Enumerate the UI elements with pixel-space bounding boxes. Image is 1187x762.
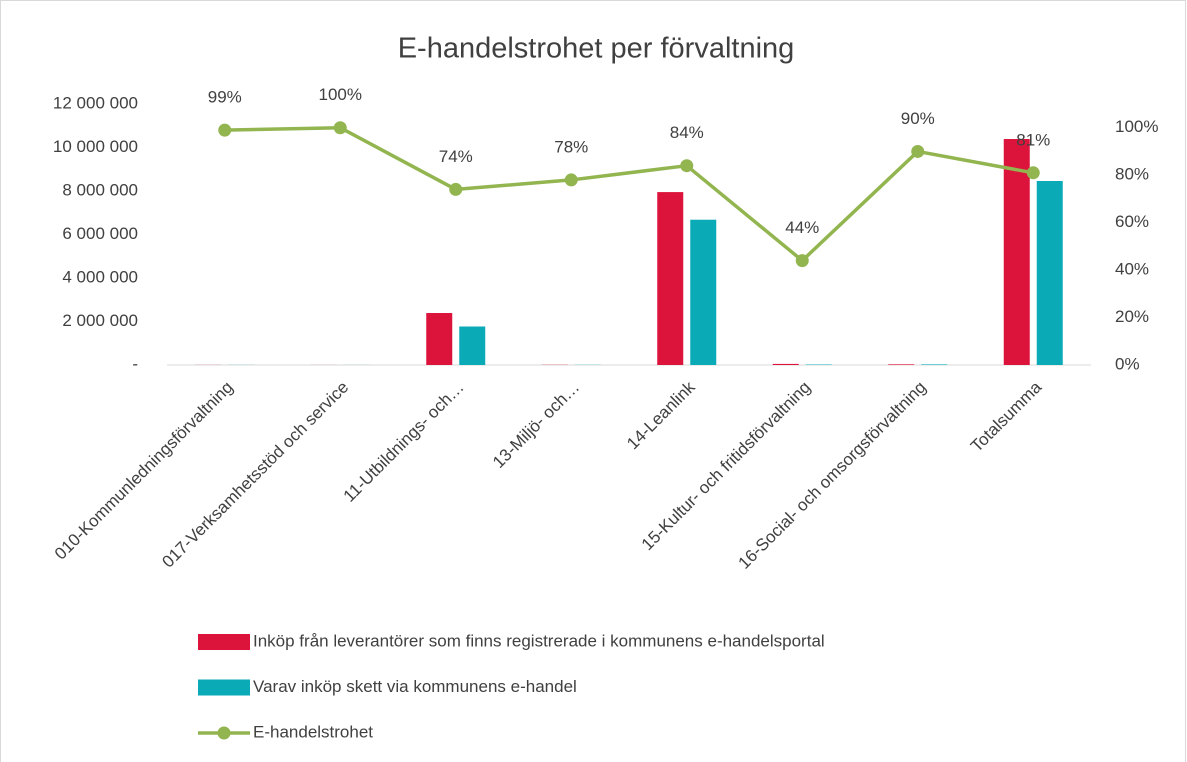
- y-tick-label: -: [132, 354, 138, 373]
- data-label: 74%: [439, 147, 473, 166]
- bar: [426, 313, 453, 365]
- legend-swatch: [198, 679, 250, 696]
- line-series: [224, 125, 1034, 263]
- data-label: 44%: [785, 218, 819, 237]
- bar: [1036, 180, 1063, 365]
- y2-tick-label: 100%: [1115, 117, 1158, 136]
- legend-label: E-handelstrohet: [253, 722, 373, 741]
- bar: [690, 219, 717, 365]
- legend-label: Varav inköp skett via kommunens e-handel: [253, 677, 577, 696]
- data-label: 78%: [554, 137, 588, 156]
- data-label: 90%: [901, 109, 935, 128]
- legend-label: Inköp från leverantörer som finns regist…: [253, 631, 825, 650]
- y-tick-label: 6 000 000: [62, 224, 138, 243]
- y-tick-label: 10 000 000: [53, 137, 138, 156]
- legend-swatch: [198, 634, 250, 650]
- data-label: 99%: [208, 88, 242, 107]
- data-label: 100%: [319, 85, 362, 104]
- y2-tick-label: 20%: [1115, 307, 1149, 326]
- bar: [772, 363, 799, 365]
- line-marker: [1026, 166, 1040, 180]
- y-tick-label: 8 000 000: [62, 180, 138, 199]
- chart-title: E-handelstrohet per förvaltning: [398, 33, 795, 65]
- data-label: 81%: [1016, 130, 1050, 149]
- bar: [1003, 139, 1030, 365]
- line-marker: [449, 182, 463, 196]
- y2-tick-label: 40%: [1115, 260, 1149, 279]
- y2-tick-label: 60%: [1115, 212, 1149, 231]
- line-marker: [333, 121, 347, 135]
- bar: [459, 326, 486, 365]
- y2-tick-label: 0%: [1115, 354, 1140, 373]
- y-tick-label: 2 000 000: [62, 311, 138, 330]
- y-tick-label: 12 000 000: [53, 93, 138, 112]
- data-label: 84%: [670, 123, 704, 142]
- legend-marker: [217, 726, 231, 740]
- bar: [921, 364, 948, 365]
- y-tick-label: 4 000 000: [62, 267, 138, 286]
- bar: [888, 364, 915, 365]
- line-marker: [911, 144, 925, 158]
- line-marker: [795, 254, 809, 268]
- line-marker: [564, 173, 578, 187]
- y2-tick-label: 80%: [1115, 165, 1149, 184]
- bar: [657, 192, 684, 365]
- line-marker: [680, 159, 694, 173]
- line-marker: [218, 123, 232, 137]
